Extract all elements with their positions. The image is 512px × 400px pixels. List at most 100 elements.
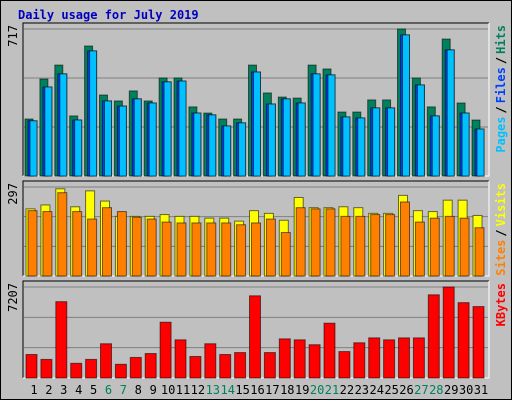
legend-separator: / (494, 57, 508, 64)
bar (25, 354, 38, 379)
bar (219, 354, 232, 379)
bar (114, 363, 127, 379)
x-tick-label: 22 (340, 383, 354, 397)
bar (234, 352, 247, 379)
y-tick-label: 7207 (6, 283, 20, 312)
legend-entry: Hits (494, 25, 508, 54)
bar (338, 351, 351, 379)
bar (208, 114, 217, 177)
y-tick-label: 297 (6, 183, 20, 205)
bar (55, 301, 68, 379)
bar (325, 208, 336, 277)
bar (102, 207, 112, 277)
bar (427, 294, 440, 379)
x-tick-label: 25 (384, 383, 398, 397)
bar (59, 73, 68, 177)
legend: KBytes (494, 283, 508, 326)
bar (161, 221, 172, 277)
bar (144, 353, 157, 379)
bar (429, 217, 440, 277)
bar (400, 201, 410, 277)
legend-entry: Files (494, 67, 508, 103)
bar (146, 218, 157, 277)
x-tick-label: 31 (474, 383, 488, 397)
bar (148, 102, 157, 177)
bar (459, 217, 470, 277)
bar (383, 339, 396, 379)
bar (293, 339, 306, 379)
bar (42, 211, 53, 277)
bar (310, 208, 321, 277)
legend: Sites / Visits (494, 183, 508, 276)
bar (297, 102, 306, 177)
chart-title: Daily usage for July 2019 (18, 8, 199, 22)
x-tick-label: 2 (45, 383, 52, 397)
bar (278, 338, 291, 379)
bar (295, 207, 306, 277)
bar (312, 73, 321, 177)
bar (206, 222, 217, 277)
bar (223, 125, 232, 177)
bar (282, 98, 291, 177)
bar (387, 107, 396, 177)
bar (263, 352, 276, 379)
x-tick-label: 9 (150, 383, 157, 397)
y-tick-label: 717 (6, 25, 20, 47)
bar (323, 322, 336, 379)
bar (191, 222, 202, 277)
panel-shadow (22, 280, 489, 378)
bar (238, 122, 247, 177)
bar (444, 215, 455, 277)
bar (370, 214, 381, 277)
x-tick-label: 19 (295, 383, 309, 397)
bar (431, 115, 440, 177)
bar (385, 214, 396, 277)
bar (27, 210, 38, 277)
bar (414, 221, 425, 277)
x-tick-label: 20 (310, 383, 324, 397)
x-tick-label: 30 (459, 383, 473, 397)
x-tick-label: 7 (120, 383, 127, 397)
panel-shadow (22, 180, 489, 276)
x-tick-label: 4 (75, 383, 82, 397)
legend-separator: / (494, 229, 508, 236)
bar (118, 105, 127, 177)
bar (70, 362, 83, 379)
x-tick-label: 1 (30, 383, 37, 397)
bar (159, 321, 172, 379)
bar (402, 34, 410, 177)
bar (129, 356, 142, 379)
x-tick-label: 5 (90, 383, 97, 397)
bar (342, 116, 351, 177)
bar (87, 218, 98, 277)
x-tick-label: 26 (399, 383, 413, 397)
bar (57, 192, 68, 277)
bar (116, 211, 127, 277)
bar (133, 98, 142, 177)
bar (249, 295, 261, 379)
bar (100, 343, 112, 379)
bar (265, 218, 276, 277)
bar (472, 306, 485, 379)
bar (412, 337, 425, 379)
x-tick-label: 28 (429, 383, 443, 397)
x-tick-label: 11 (176, 383, 190, 397)
legend-entry: Visits (494, 183, 508, 226)
x-tick-label: 18 (280, 383, 294, 397)
bar (476, 128, 485, 177)
x-tick-label: 6 (105, 383, 112, 397)
bar (474, 227, 485, 277)
bar (236, 224, 247, 277)
x-tick-label: 23 (355, 383, 369, 397)
bar (72, 211, 83, 277)
x-tick-label: 15 (235, 383, 249, 397)
bar (251, 222, 261, 277)
bar (340, 215, 351, 277)
bar (280, 232, 291, 277)
bar (176, 222, 187, 277)
bar (353, 342, 366, 379)
bar (446, 49, 455, 177)
bar (74, 119, 83, 177)
legend-entry: Sites (494, 240, 508, 276)
